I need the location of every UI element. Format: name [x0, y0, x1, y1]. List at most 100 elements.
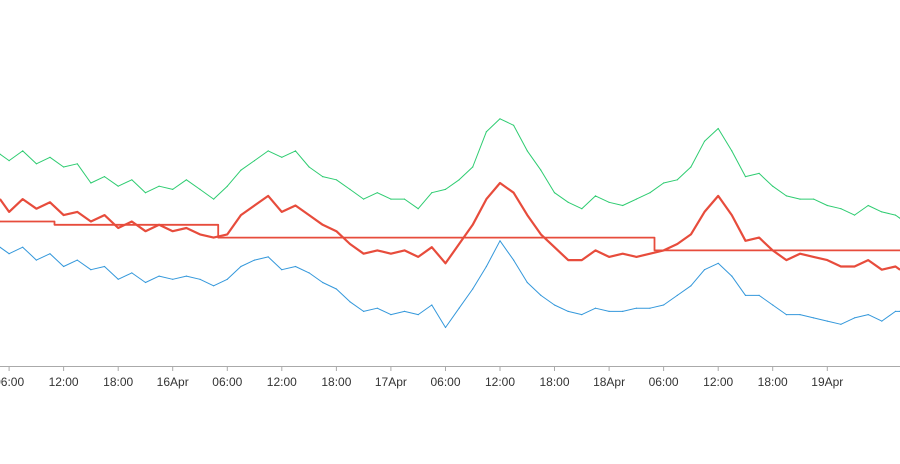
data-point-middle-28	[376, 249, 378, 251]
data-point-middle-51	[690, 233, 692, 235]
data-point-upper-55	[744, 176, 747, 178]
data-point-lower-61	[826, 320, 828, 322]
x-tick-label: 16Apr	[157, 375, 189, 389]
series-line-middle	[0, 181, 900, 271]
data-point-upper-39	[526, 150, 528, 152]
data-point-lower-34	[458, 307, 460, 309]
data-point-upper-1	[8, 160, 10, 162]
data-point-lower-47	[635, 307, 638, 309]
data-point-upper-56	[758, 172, 760, 174]
data-point-middle-58	[785, 259, 788, 261]
data-point-middle-11	[144, 230, 147, 232]
data-point-upper-49	[663, 182, 665, 184]
data-point-middle-5	[63, 214, 65, 216]
data-point-lower-22	[294, 265, 297, 268]
x-tick-label: 06:00	[430, 375, 460, 389]
data-point-upper-45	[608, 201, 610, 203]
data-point-upper-6	[76, 163, 78, 165]
data-point-middle-23	[308, 214, 310, 216]
data-point-middle-7	[90, 220, 92, 223]
data-point-lower-53	[717, 262, 719, 264]
data-point-middle-53	[717, 195, 719, 197]
x-tick-label: 18:00	[103, 375, 133, 389]
data-point-upper-40	[540, 169, 542, 171]
data-point-middle-24	[322, 224, 324, 226]
data-point-middle-19	[253, 204, 256, 207]
data-point-middle-47	[635, 256, 638, 258]
data-point-lower-33	[444, 326, 447, 329]
series-middle	[0, 181, 900, 271]
x-tick-label: 18:00	[758, 375, 788, 389]
x-tick-label: 19Apr	[811, 375, 843, 389]
data-point-lower-32	[431, 304, 433, 306]
data-point-lower-13	[172, 278, 174, 280]
data-point-middle-48	[649, 253, 651, 255]
data-point-lower-3	[35, 259, 38, 261]
data-point-upper-34	[458, 179, 460, 181]
data-point-lower-62	[840, 323, 842, 325]
series-upper	[0, 118, 900, 219]
data-point-lower-65	[881, 320, 883, 322]
x-tick-label: 06:00	[212, 375, 242, 389]
data-point-lower-17	[226, 278, 228, 280]
data-point-middle-25	[335, 230, 337, 232]
data-point-upper-48	[649, 192, 651, 194]
data-point-upper-33	[444, 188, 447, 190]
data-point-lower-16	[213, 285, 215, 287]
data-point-upper-5	[63, 166, 65, 168]
data-point-upper-12	[158, 185, 160, 187]
x-tick-label: 12:00	[267, 375, 297, 389]
data-point-middle-3	[35, 208, 38, 210]
data-point-middle-63	[853, 265, 856, 268]
data-point-upper-65	[881, 211, 883, 213]
data-point-upper-37	[499, 118, 501, 120]
data-point-middle-2	[22, 198, 24, 200]
data-point-baseline-7	[653, 237, 656, 239]
data-point-lower-51	[690, 285, 692, 287]
data-point-upper-62	[840, 208, 842, 210]
data-point-middle-32	[431, 246, 433, 248]
data-point-lower-37	[499, 240, 501, 242]
data-point-middle-30	[403, 249, 406, 251]
data-point-middle-62	[840, 265, 842, 268]
x-tick-label: 06:00	[649, 375, 679, 389]
data-point-lower-19	[253, 259, 256, 261]
data-point-lower-58	[785, 314, 788, 316]
data-point-lower-39	[526, 281, 528, 284]
data-point-upper-7	[90, 182, 92, 184]
data-point-lower-29	[390, 314, 392, 316]
data-point-baseline-4	[217, 237, 219, 239]
data-point-lower-18	[240, 265, 242, 268]
data-point-lower-50	[676, 294, 678, 296]
data-point-upper-19	[253, 160, 256, 162]
data-point-lower-10	[131, 272, 133, 274]
data-point-middle-43	[581, 259, 583, 261]
data-point-middle-45	[608, 256, 610, 258]
series-layer	[0, 118, 900, 329]
data-point-upper-14	[185, 179, 187, 181]
data-point-middle-31	[417, 256, 419, 258]
data-point-middle-10	[131, 220, 133, 223]
data-point-upper-47	[635, 198, 638, 200]
data-point-upper-66	[894, 214, 897, 216]
data-point-middle-56	[758, 237, 760, 239]
data-point-middle-34	[458, 243, 460, 245]
data-point-lower-5	[63, 265, 65, 268]
data-point-lower-66	[894, 310, 897, 312]
data-point-middle-20	[267, 195, 269, 197]
data-point-middle-42	[567, 259, 569, 261]
data-point-middle-27	[363, 253, 365, 255]
data-point-baseline-1	[53, 220, 56, 223]
data-point-baseline-6	[435, 237, 437, 239]
data-point-lower-8	[103, 265, 106, 268]
data-point-lower-43	[581, 314, 583, 316]
data-point-middle-9	[117, 227, 119, 229]
data-point-lower-0	[0, 246, 1, 248]
data-point-upper-57	[772, 185, 774, 187]
data-point-upper-10	[131, 179, 133, 181]
x-tick-label: 18:00	[321, 375, 351, 389]
x-tick-label: 18Apr	[593, 375, 625, 389]
data-point-middle-59	[799, 253, 801, 255]
data-point-lower-6	[76, 259, 78, 261]
series-line-baseline	[0, 220, 900, 252]
